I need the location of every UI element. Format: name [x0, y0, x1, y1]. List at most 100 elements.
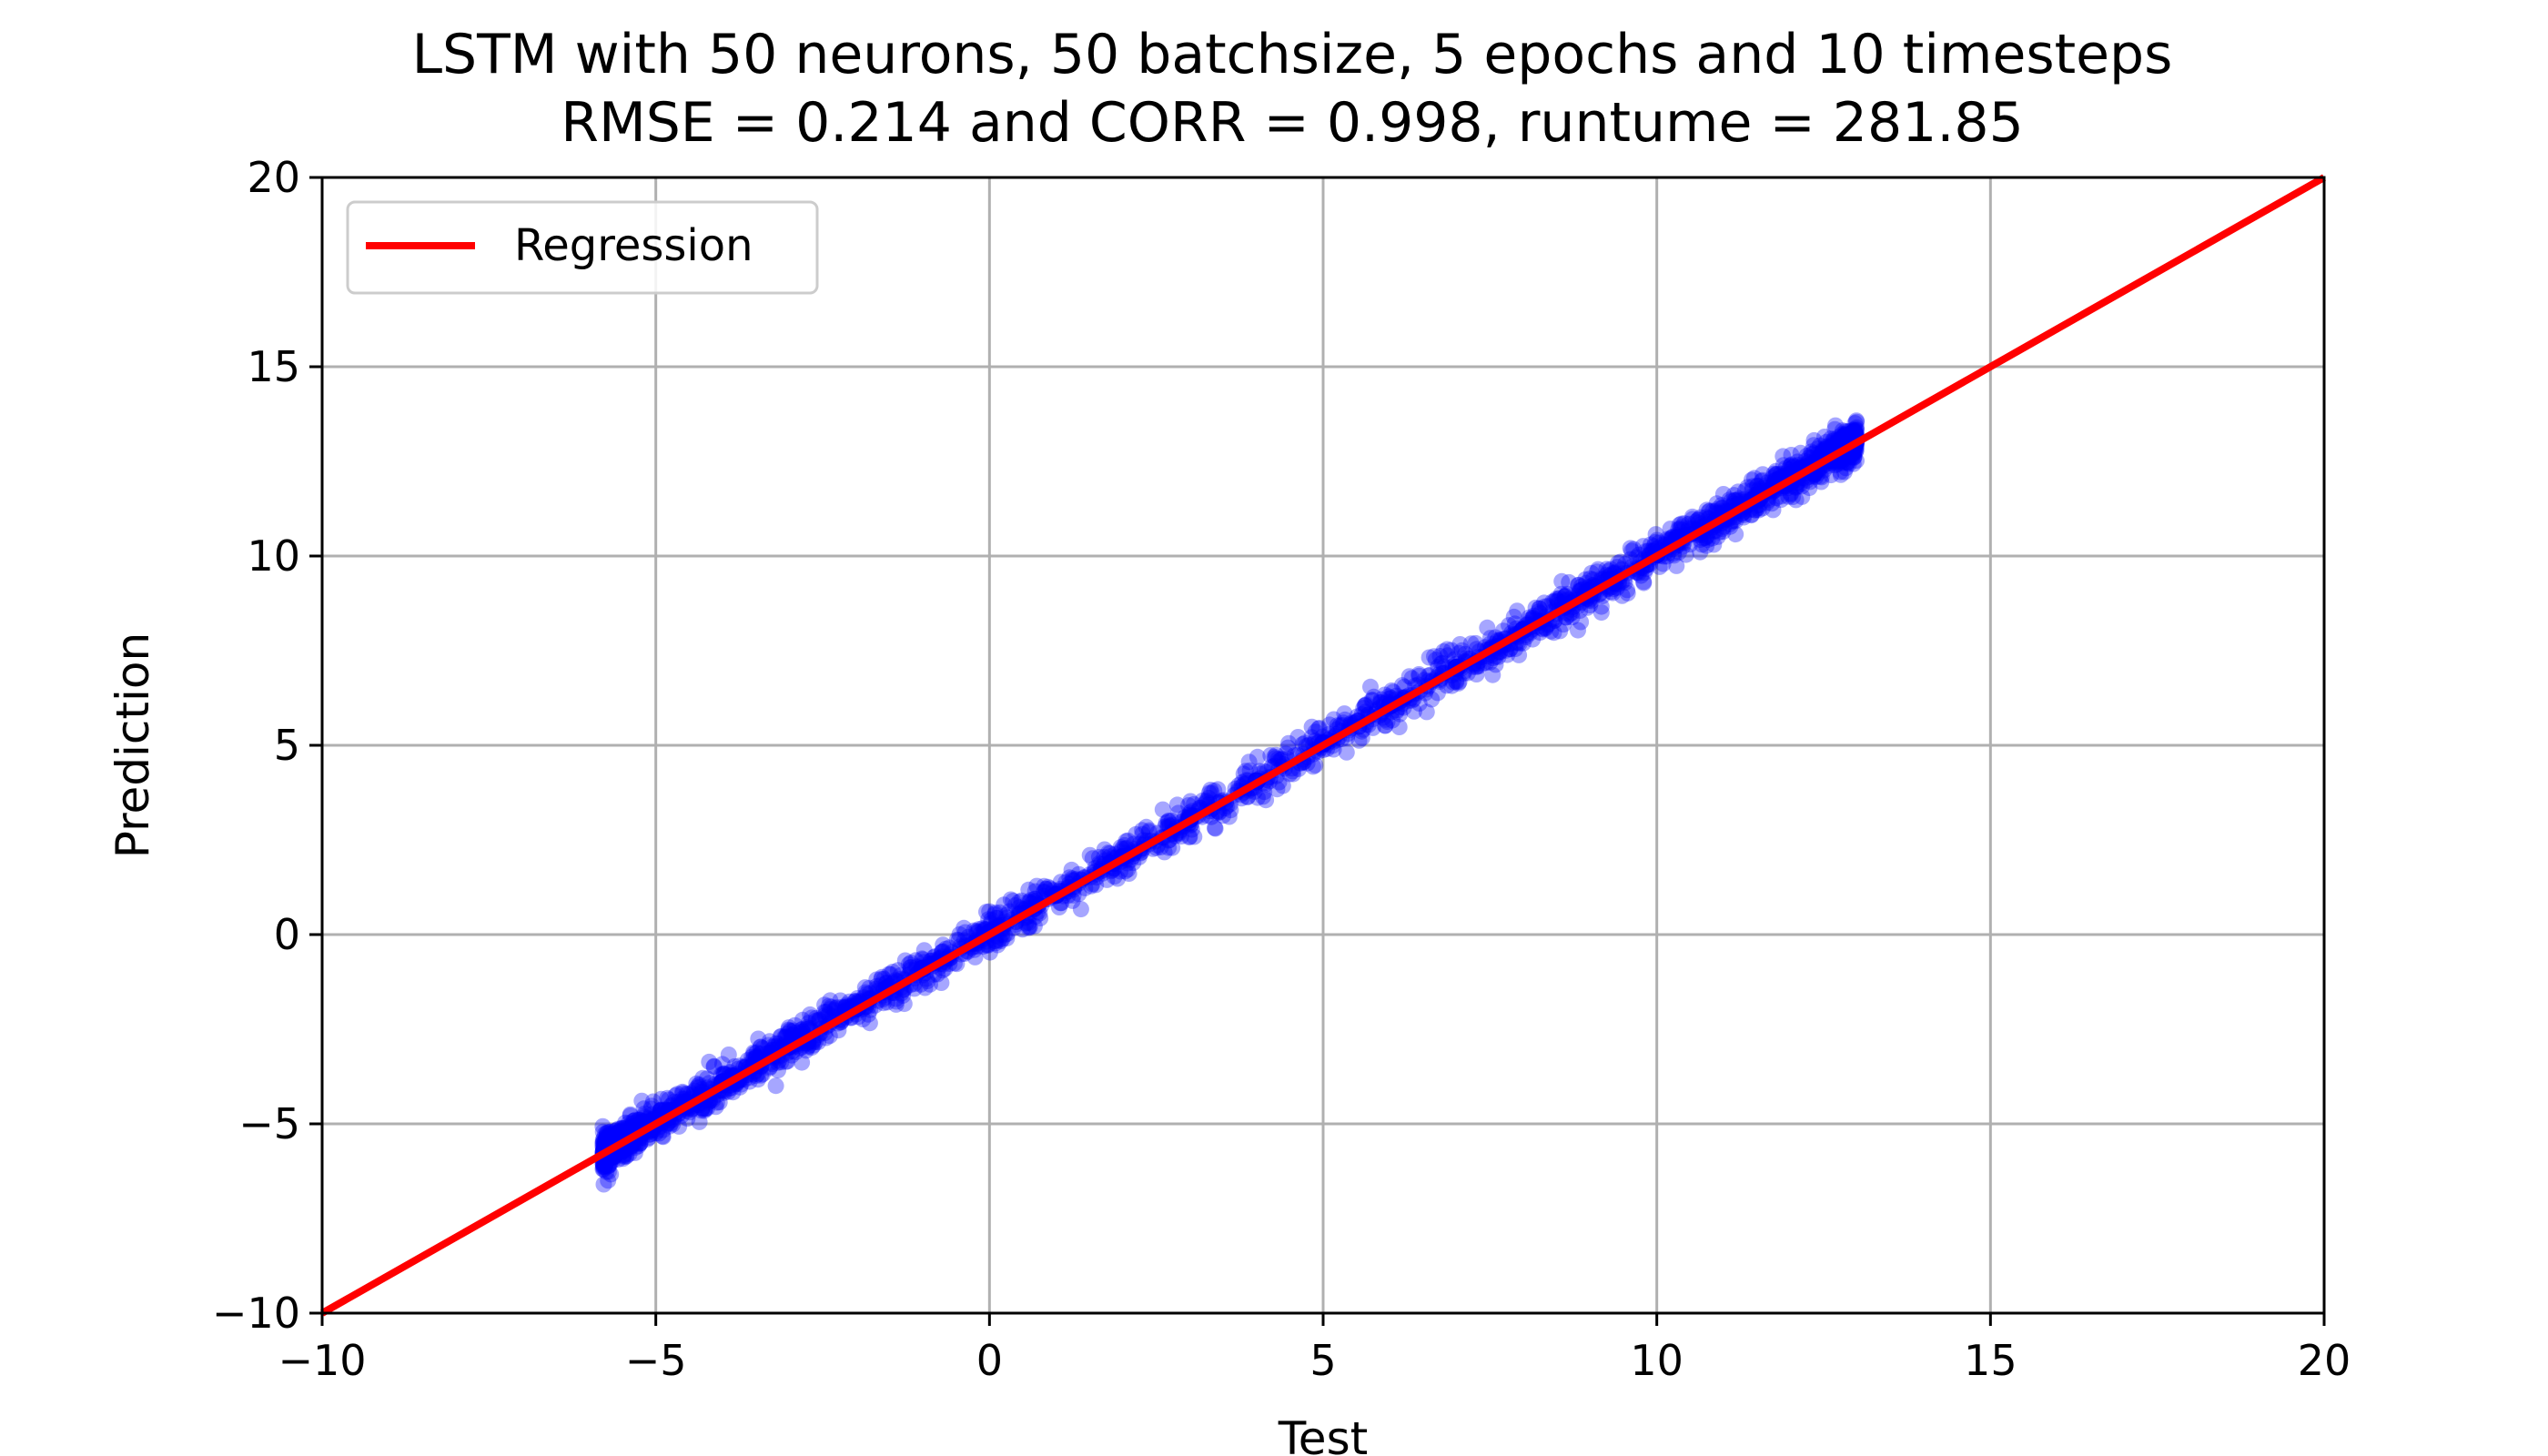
scatter-point: [1848, 412, 1865, 430]
scatter-point: [1588, 563, 1605, 581]
scatter-point: [699, 1099, 716, 1117]
scatter-point: [1173, 828, 1190, 845]
scatter-point: [1134, 825, 1151, 843]
scatter-point: [1338, 743, 1355, 761]
scatter-point: [1847, 422, 1864, 440]
scatter-point: [1836, 426, 1854, 443]
scatter-point: [600, 1158, 617, 1175]
scatter-point: [1270, 774, 1288, 791]
scatter-point: [1816, 429, 1833, 445]
scatter-point: [1648, 531, 1665, 549]
scatter-point: [1462, 635, 1480, 652]
scatter-point: [1673, 515, 1690, 532]
scatter-point: [1844, 423, 1861, 440]
scatter-point: [1551, 590, 1568, 607]
scatter-point: [966, 922, 983, 939]
scatter-point: [1780, 488, 1797, 505]
scatter-point: [760, 1036, 777, 1054]
scatter-point: [1556, 588, 1573, 605]
scatter-point: [1835, 422, 1851, 440]
scatter-point: [1536, 598, 1553, 615]
scatter-point: [777, 1053, 794, 1070]
scatter-point: [1613, 587, 1631, 604]
scatter-point: [669, 1086, 686, 1103]
scatter-point: [1671, 516, 1688, 533]
scatter-point: [1194, 792, 1211, 809]
scatter-point: [804, 1036, 822, 1054]
scatter-point: [1813, 473, 1830, 490]
scatter-point: [594, 1160, 612, 1178]
x-axis-label: Test: [1278, 1412, 1368, 1456]
scatter-point: [1180, 829, 1198, 846]
scatter-point: [665, 1093, 682, 1110]
scatter-point: [1689, 511, 1706, 529]
scatter-point: [1736, 482, 1754, 500]
scatter-point: [1542, 622, 1560, 640]
scatter-point: [1677, 546, 1694, 563]
scatter-point: [873, 970, 890, 987]
scatter-point: [1096, 849, 1113, 865]
regression-line: [320, 174, 2326, 1317]
scatter-point: [1429, 684, 1446, 702]
scatter-point: [786, 1024, 804, 1041]
scatter-point: [1014, 921, 1031, 938]
y-tick-label-2: 0: [274, 910, 300, 959]
scatter-point: [1385, 683, 1402, 701]
scatter-point: [1390, 719, 1408, 735]
scatter-point: [1087, 876, 1105, 894]
scatter-point: [1531, 600, 1548, 617]
scatter-point: [991, 904, 1008, 921]
scatter-point: [782, 1022, 799, 1039]
scatter-point: [1268, 746, 1285, 763]
scatter-point: [1336, 705, 1353, 723]
scatter-point: [597, 1158, 614, 1176]
scatter-point: [1754, 471, 1771, 489]
scatter-point: [895, 987, 912, 1004]
x-tick-label-1: −5: [625, 1336, 687, 1385]
scatter-point: [922, 976, 938, 993]
scatter-point: [1590, 561, 1607, 578]
y-tick-label-6: 20: [247, 153, 300, 202]
scatter-point: [912, 976, 929, 993]
scatter-point: [731, 1057, 748, 1075]
scatter-point: [600, 1163, 617, 1180]
scatter-point: [1835, 454, 1852, 471]
scatter-point: [701, 1053, 718, 1070]
scatter-point: [915, 942, 933, 959]
scatter-point: [1673, 519, 1690, 536]
scatter-point: [820, 1006, 837, 1023]
scatter-point: [1442, 642, 1460, 659]
scatter-point: [667, 1087, 684, 1104]
scatter-point: [1431, 648, 1449, 664]
scatter-point: [933, 975, 950, 991]
scatter-point: [617, 1114, 634, 1131]
scatter-point: [1827, 417, 1844, 434]
scatter-point: [644, 1093, 662, 1110]
scatter-point: [966, 948, 984, 966]
scatter-point: [825, 1002, 843, 1019]
scatter-point: [1709, 528, 1726, 545]
scatter-point: [810, 1011, 827, 1028]
scatter-point: [1818, 438, 1835, 455]
scatter-point: [1839, 454, 1856, 471]
scatter-point: [596, 1158, 613, 1175]
scatter-point: [1600, 562, 1617, 580]
scatter-point: [622, 1107, 639, 1124]
scatter-point: [1764, 501, 1782, 519]
scatter-point: [1032, 910, 1049, 926]
scatter-point: [1119, 832, 1137, 849]
scatter-point: [1289, 729, 1307, 745]
scatter-point: [1309, 720, 1327, 737]
scatter-point: [1020, 919, 1037, 936]
scatter-point: [1096, 841, 1113, 858]
y-tick-label-4: 10: [247, 531, 300, 581]
scatter-point: [652, 1090, 670, 1107]
scatter-point: [617, 1121, 634, 1138]
scatter-point: [804, 1009, 820, 1026]
scatter-point: [1829, 456, 1846, 473]
scatter-point: [1539, 598, 1556, 615]
scatter-point: [1501, 617, 1518, 634]
scatter-point: [1439, 647, 1456, 664]
scatter-point: [1448, 673, 1465, 691]
scatter-point: [594, 1117, 612, 1135]
